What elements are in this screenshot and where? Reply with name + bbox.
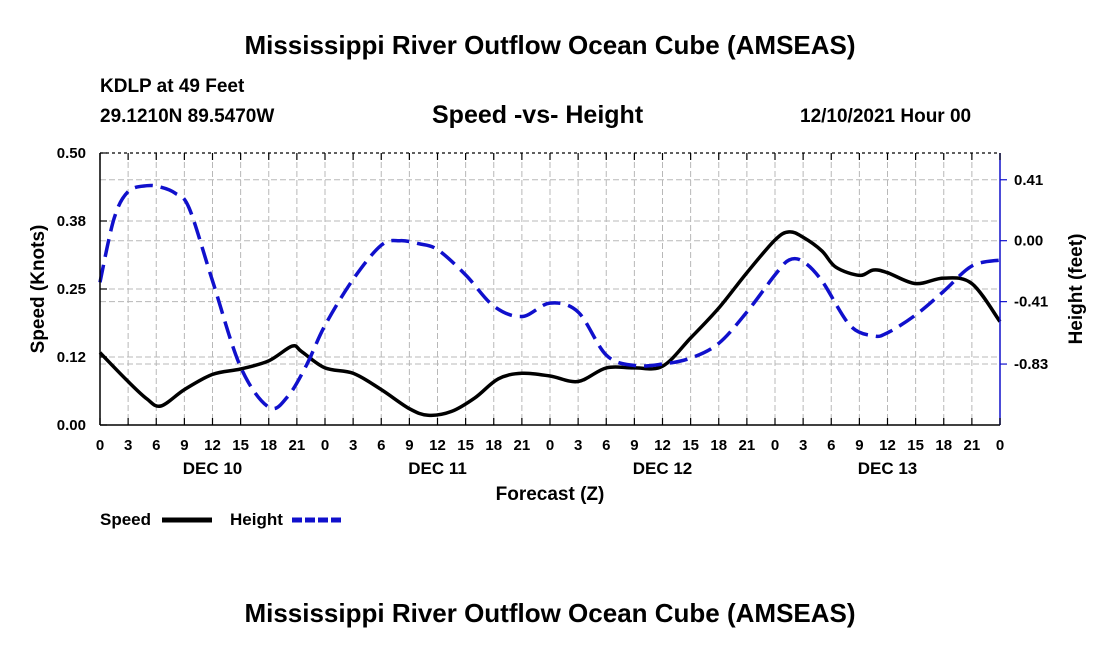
chart-super-title: Mississippi River Outflow Ocean Cube (AM… <box>244 30 856 60</box>
y-tick-label: 0.38 <box>57 213 86 230</box>
footer-title: Mississippi River Outflow Ocean Cube (AM… <box>244 598 856 628</box>
y-tick-label: 0.12 <box>57 349 86 366</box>
legend-label: Speed <box>100 510 151 529</box>
chart-subtitle: Speed -vs- Height <box>432 101 644 129</box>
x-tick-label: 6 <box>152 437 160 454</box>
y-tick-label: 0.25 <box>57 281 86 298</box>
x-tick-label: 18 <box>935 437 952 454</box>
x-tick-label: 9 <box>855 437 863 454</box>
x-tick-label: 9 <box>630 437 638 454</box>
x-tick-label: 15 <box>682 437 699 454</box>
x-tick-label: 12 <box>429 437 446 454</box>
speed-series-line <box>98 230 1002 418</box>
x-tick-label: 18 <box>260 437 277 454</box>
x-tick-label: 0 <box>321 437 329 454</box>
x-tick-label: 18 <box>710 437 727 454</box>
x-tick-label: 0 <box>546 437 554 454</box>
x-tick-label: 21 <box>514 437 531 454</box>
x-tick-label: 3 <box>799 437 807 454</box>
x-tick-label: 6 <box>377 437 385 454</box>
x-tick-label: 18 <box>485 437 502 454</box>
coordinates-label: 29.1210N 89.5470W <box>100 106 275 127</box>
x-tick-label: 3 <box>349 437 357 454</box>
x-tick-label: 0 <box>996 437 1004 454</box>
x-tick-label: 9 <box>405 437 413 454</box>
x-tick-label: 0 <box>96 437 104 454</box>
x-tick-label: 12 <box>879 437 896 454</box>
y2-tick-label: 0.41 <box>1014 172 1043 189</box>
station-label: KDLP at 49 Feet <box>100 76 245 97</box>
y-axis-title: Speed (Knots) <box>28 225 49 354</box>
legend-label: Height <box>230 510 283 529</box>
x-tick-label: 6 <box>602 437 610 454</box>
y2-tick-label: 0.00 <box>1014 233 1043 250</box>
y2-tick-label: -0.83 <box>1014 356 1048 373</box>
y-tick-label: 0.50 <box>57 145 86 162</box>
y2-axis-title: Height (feet) <box>1066 234 1087 345</box>
x-tick-label: 6 <box>827 437 835 454</box>
x-tick-label: 21 <box>964 437 981 454</box>
day-label: DEC 11 <box>408 459 467 478</box>
x-tick-label: 21 <box>739 437 756 454</box>
x-tick-label: 15 <box>232 437 249 454</box>
x-tick-label: 12 <box>204 437 221 454</box>
day-label: DEC 12 <box>633 459 693 478</box>
x-tick-label: 9 <box>180 437 188 454</box>
x-tick-label: 3 <box>574 437 582 454</box>
y-tick-label: 0.00 <box>57 417 86 434</box>
forecast-datetime: 12/10/2021 Hour 00 <box>800 106 972 127</box>
x-tick-label: 15 <box>457 437 474 454</box>
x-axis-title: Forecast (Z) <box>496 484 605 505</box>
day-label: DEC 13 <box>858 459 918 478</box>
height-series-line <box>98 183 1001 411</box>
y2-tick-label: -0.41 <box>1014 294 1048 311</box>
x-tick-label: 21 <box>289 437 306 454</box>
x-tick-label: 15 <box>907 437 924 454</box>
day-label: DEC 10 <box>183 459 243 478</box>
x-tick-label: 12 <box>654 437 671 454</box>
x-tick-label: 0 <box>771 437 779 454</box>
x-tick-label: 3 <box>124 437 132 454</box>
